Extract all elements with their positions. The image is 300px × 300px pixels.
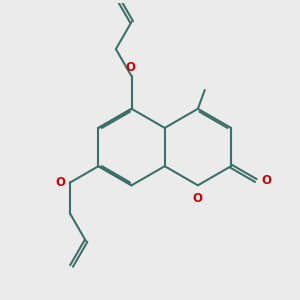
Text: O: O (193, 192, 203, 205)
Text: O: O (261, 174, 271, 187)
Text: O: O (55, 176, 65, 189)
Text: O: O (125, 61, 135, 74)
